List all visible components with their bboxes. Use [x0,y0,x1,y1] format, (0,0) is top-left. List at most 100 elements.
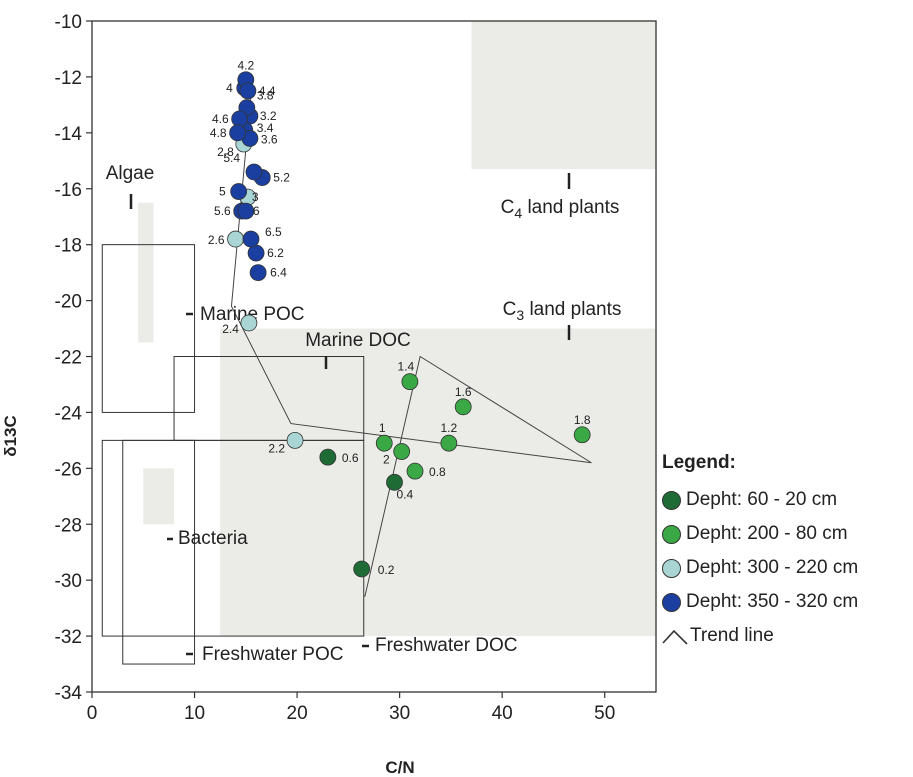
point-label-1: 1 [379,421,386,435]
data-point-4-6 [231,110,249,128]
point-label-1-4: 1.4 [398,360,415,374]
data-point-0-6 [319,448,337,466]
region-c4-land-plants [471,21,656,170]
legend-item-depht-350-320-cm: Depht: 350 - 320 cm [662,590,912,614]
point-label-6: 6 [253,204,260,218]
y-tick-label: -12 [55,68,82,89]
y-tick-label: -18 [55,236,82,257]
data-point-1-8 [573,426,591,444]
trend-line-icon [662,629,688,645]
y-tick-label: -32 [55,627,82,648]
data-point-5 [230,183,248,200]
outlined-regions [101,244,365,665]
point-label-0-6: 0.6 [342,451,359,465]
data-point-0-4 [386,473,403,491]
legend-item-depht-200-80-cm: Depht: 200 - 80 cm [662,522,912,546]
point-label-4-6: 4.6 [212,112,229,126]
data-point-6-4 [249,264,267,282]
point-label-3-4: 3.4 [257,121,274,135]
data-points-layer: 0.20.40.60.81 1.21.41.61.822.22.42.62.833… [208,59,591,578]
region-labels: C4 land plants C3 land plants Algae Bacteri… [106,163,622,665]
legend-item-trend-line: Trend line [662,624,912,648]
legend-item-depht-60-20-cm: Depht: 60 - 20 cm [662,488,912,512]
legend-label: Depht: 300 - 220 cm [686,557,859,578]
data-point-2-2 [286,431,304,449]
legend-label: Depht: 350 - 320 cm [686,591,859,612]
point-label-1-2: 1.2 [441,421,458,435]
point-label-3: 3 [252,190,259,204]
freshwater-poc-label: Freshwater POC [202,644,343,665]
point-label-4: 4 [226,81,233,95]
series-depht-350-320-cm: 3.23.43.6 3.8 4 4.2 4.4 4.64.8 5 5.2 5.4 5.6 6 6.2 6… [210,59,290,282]
data-point-2 [393,443,411,460]
legend-items: Depht: 60 - 20 cm Depht: 200 - 80 cm Depht… [662,488,912,648]
point-label-5-2: 5.2 [273,171,290,185]
y-tick-label: -34 [55,683,83,704]
x-tick-label: 10 [184,703,205,724]
data-point-1 [375,434,393,452]
point-label-5-4: 5.4 [223,151,240,165]
legend-label: Trend line [690,625,774,646]
marine-poc-label: Marine POC [200,304,305,325]
y-tick-label: -16 [55,180,82,201]
region-c3-land-plants [220,328,656,637]
legend-swatch [662,490,681,510]
legend-label: Depht: 60 - 20 cm [686,489,838,510]
point-label-3-2: 3.2 [260,109,277,123]
region-marine-poc [101,244,196,413]
x-tick-label: 30 [389,703,410,724]
data-point-2-6 [227,230,244,248]
point-label-5: 5 [219,185,226,199]
y-tick-label: -10 [55,12,82,33]
legend-swatch [662,592,681,612]
point-label-2-2: 2.2 [268,441,285,455]
series-depht-200-80-cm: 0.8 1 1.2 1.4 1.6 1.8 2 [375,360,591,480]
freshwater-doc-label: Freshwater DOC [375,635,518,656]
data-point-1-6 [454,398,472,416]
data-point-1-4 [401,373,419,391]
legend-swatch [662,524,681,544]
legend: Legend: Depht: 60 - 20 cm Depht: 200 - 80… [662,452,912,658]
x-tick-label: 50 [594,703,615,724]
point-label-6-4: 6.4 [270,266,287,280]
x-axis-title: C/N [385,758,414,777]
point-label-6-2: 6.2 [267,246,284,260]
data-point-0-2 [353,560,371,578]
marine-doc-label: Marine DOC [305,330,411,351]
region-freshwater-poc [122,439,196,665]
point-label-4-8: 4.8 [210,126,227,140]
x-tick-label: 20 [287,703,308,724]
algae-label: Algae [106,163,155,184]
y-tick-label: -22 [55,348,82,369]
point-label-6-5: 6.5 [265,225,282,239]
region-freshwater-doc [101,439,365,637]
point-label-2-4: 2.4 [222,322,239,336]
y-tick-label: -20 [55,292,82,313]
point-label-0-8: 0.8 [429,465,446,479]
region-algae [138,202,154,343]
data-point-6-5 [242,230,260,248]
data-point-5-4 [245,163,263,181]
point-label-3-8: 3.8 [257,89,274,103]
point-label-2: 2 [383,453,390,467]
data-point-6 [237,202,255,220]
y-tick-label: -14 [55,124,83,145]
point-label-0-2: 0.2 [378,563,395,577]
data-point-4-8 [229,124,247,142]
point-label-2-8: 2.8 [217,145,234,159]
point-label-1-8: 1.8 [574,413,591,427]
data-point-4-4 [239,82,257,100]
c3-land-plants-label: C3 land plants [503,299,622,323]
axis-ticks: 0 10 20 30 40 50 -10 -12 -14 -16 -18 -20 -22 -24 -26 -2… [55,12,616,724]
legend-item-depht-300-220-cm: Depht: 300 - 220 cm [662,556,912,580]
region-bacteria [143,468,175,525]
legend-label: Depht: 200 - 80 cm [686,523,848,544]
y-tick-label: -30 [55,571,82,592]
series-depht-60-20-cm: 0.2 0.4 0.6 [319,448,414,578]
x-tick-label: 0 [87,703,98,724]
legend-title: Legend: [662,452,736,473]
point-label-3-6: 3.6 [261,132,278,146]
point-label-0-4: 0.4 [397,487,414,501]
c4-land-plants-label: C4 land plants [501,197,620,221]
